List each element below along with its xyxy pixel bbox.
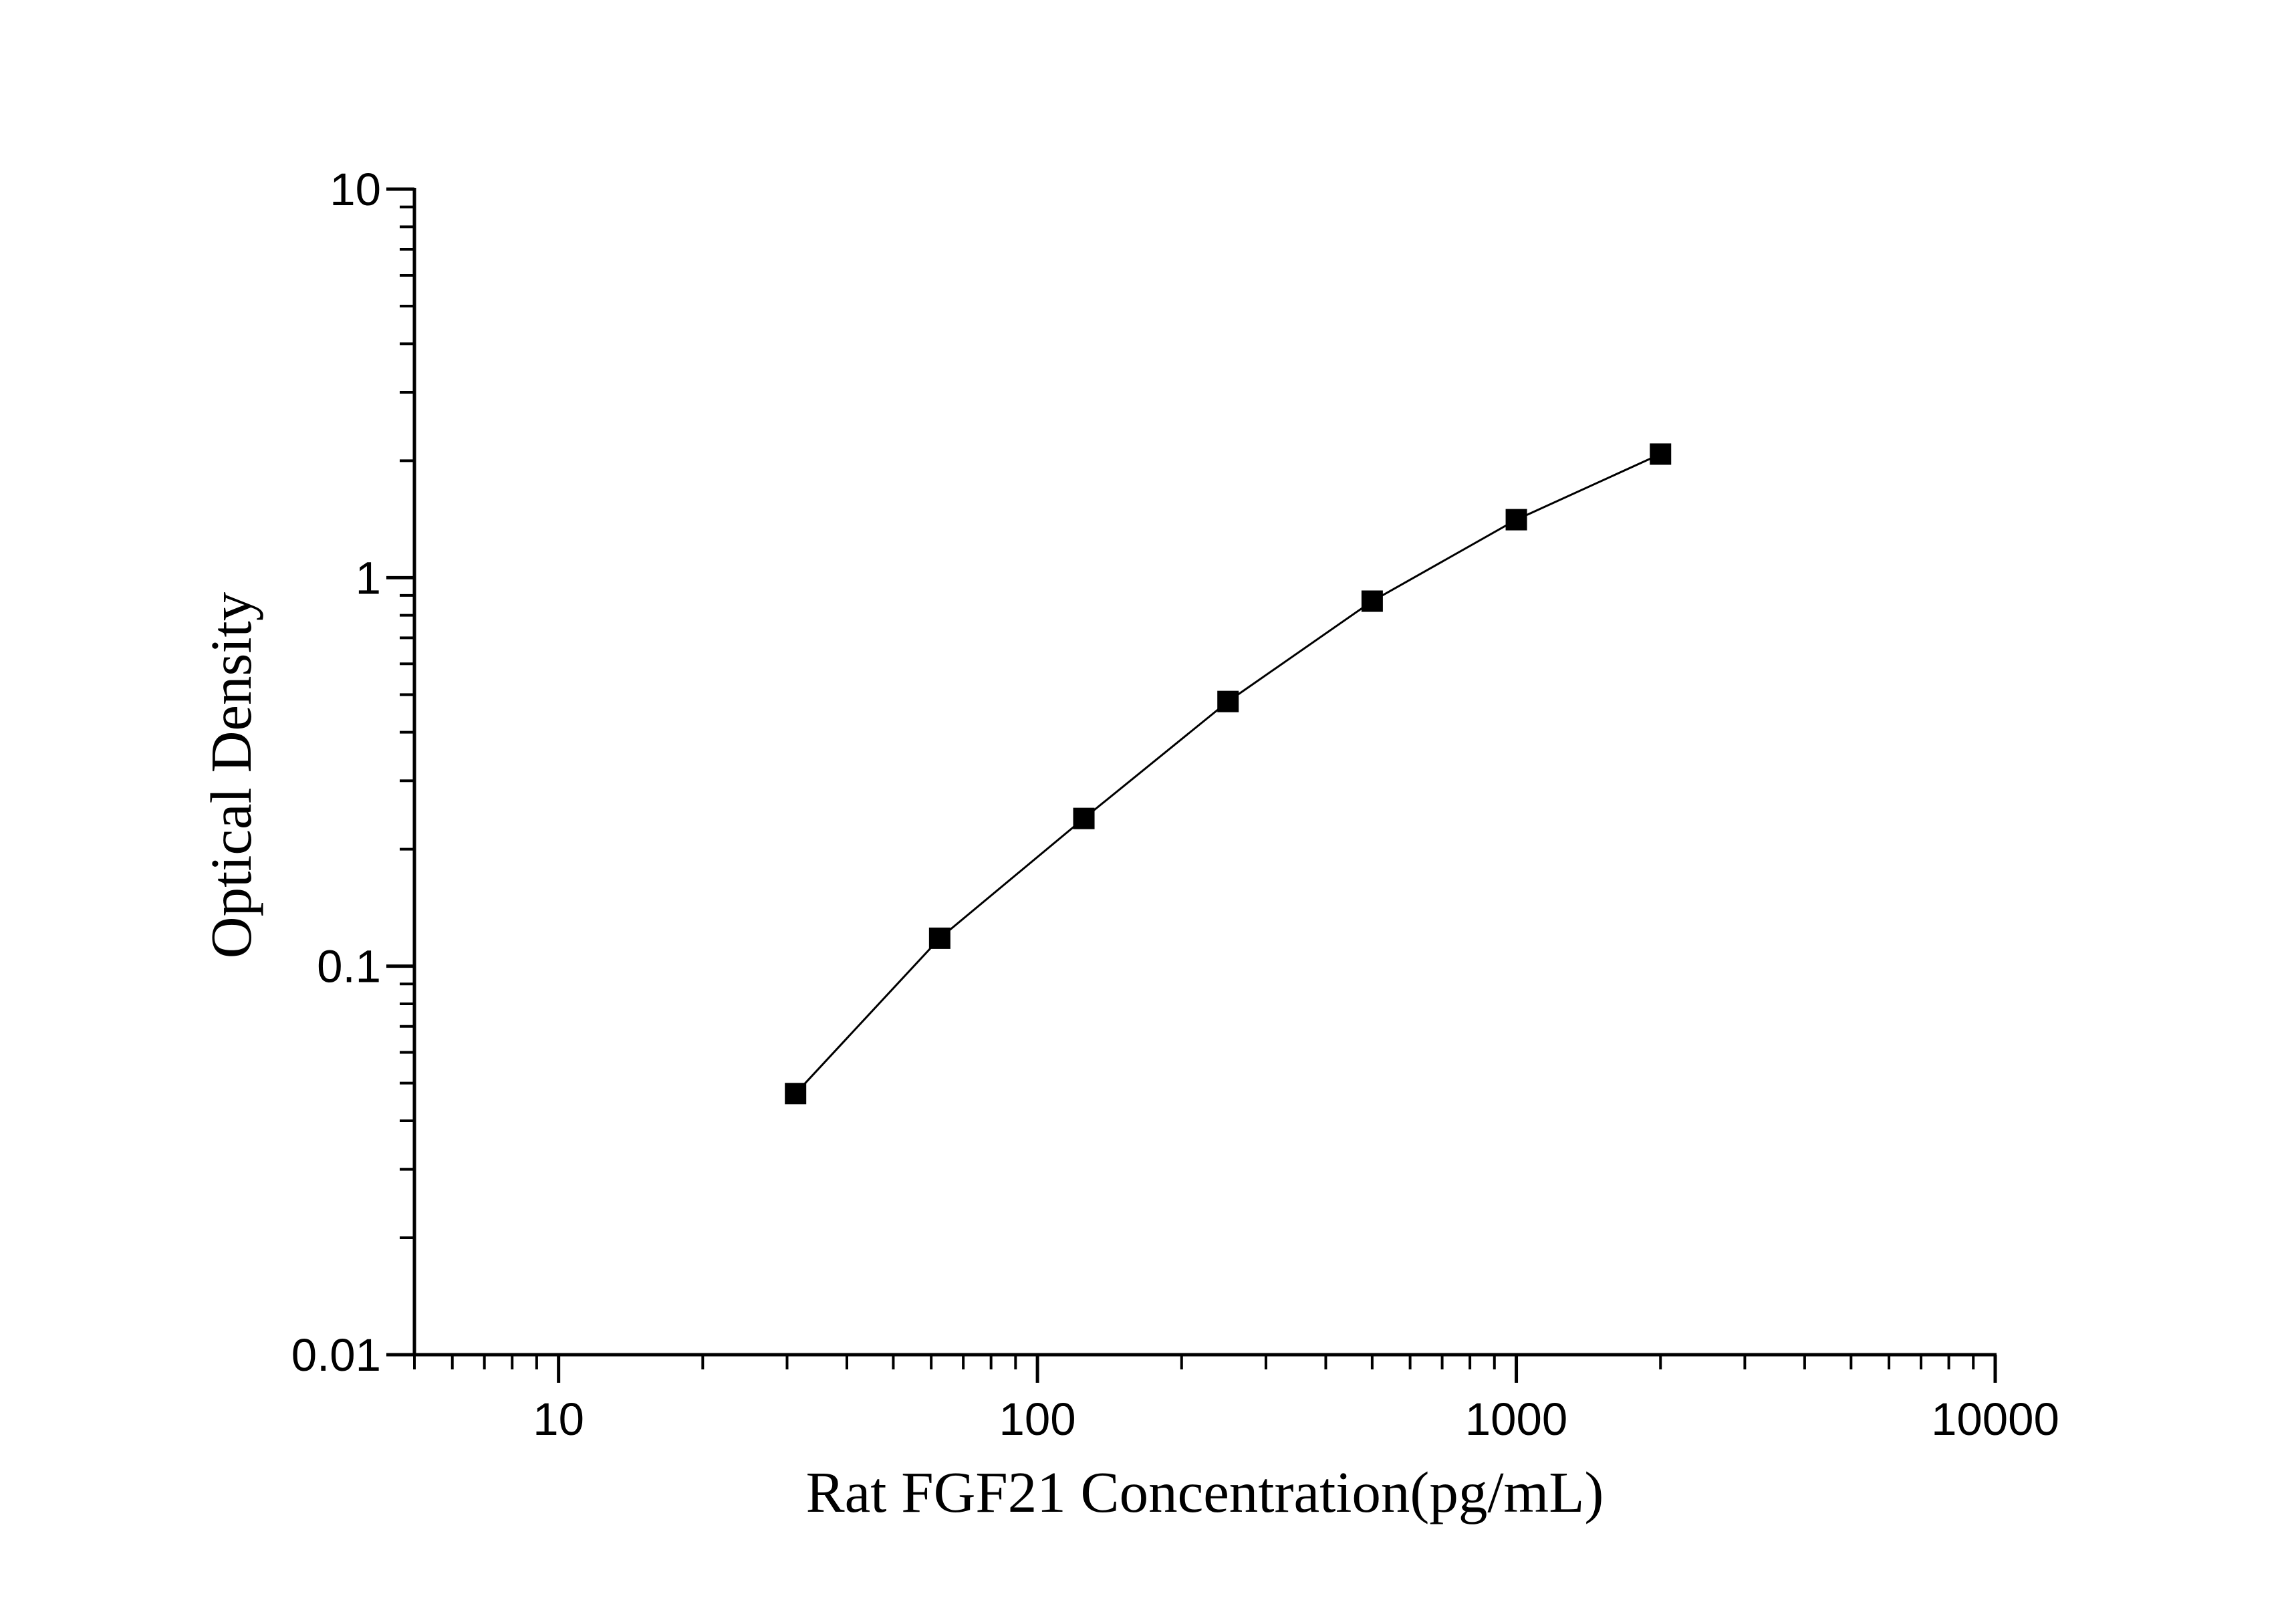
y-tick-label: 10 — [330, 164, 381, 215]
x-tick-label: 10000 — [1931, 1393, 2059, 1445]
x-axis-ticks: 10 100 1000 10000 — [413, 1355, 2059, 1445]
x-tick-label: 1000 — [1465, 1393, 1568, 1445]
data-point — [785, 1083, 807, 1105]
data-point — [928, 927, 950, 949]
y-tick-label: 1 — [356, 552, 381, 603]
data-point — [1505, 509, 1527, 531]
data-markers — [785, 443, 1672, 1105]
data-point — [1361, 590, 1383, 612]
x-tick-label: 10 — [533, 1393, 584, 1445]
x-tick-label: 100 — [999, 1393, 1076, 1445]
x-axis-title: Rat FGF21 Concentration(pg/mL) — [806, 1460, 1604, 1524]
series-line — [795, 453, 1661, 1095]
data-point — [1217, 690, 1239, 712]
data-point — [1650, 443, 1672, 465]
plot-area — [795, 453, 1661, 1095]
y-axis-ticks: 0.01 0.1 1 10 — [291, 164, 414, 1381]
y-axis-title: Optical Density — [199, 591, 263, 958]
data-point — [1073, 807, 1095, 829]
y-tick-label: 0.01 — [291, 1329, 381, 1381]
y-tick-label: 0.1 — [317, 941, 381, 992]
axes: 0.01 0.1 1 10 10 100 1000 10000 — [291, 164, 2059, 1445]
